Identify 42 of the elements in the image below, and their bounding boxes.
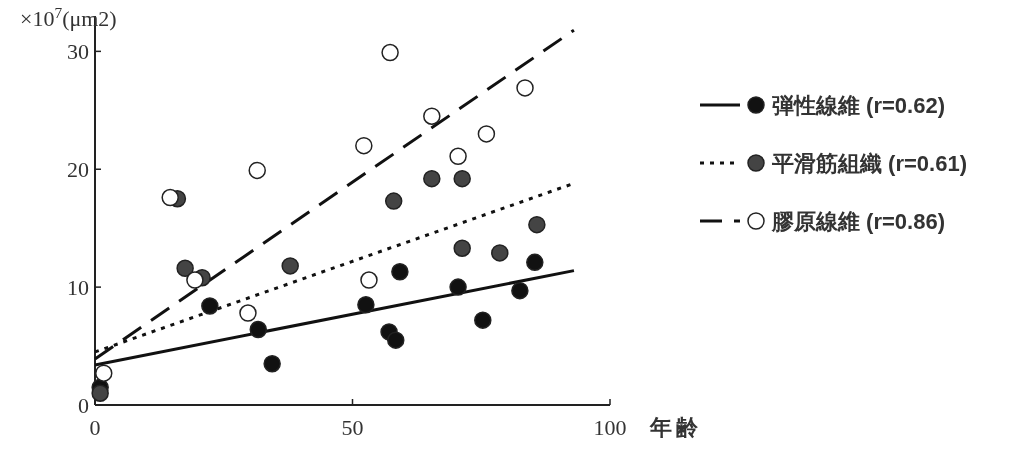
point	[423, 169, 441, 188]
x-axis-title: 年齢	[649, 415, 702, 440]
x-tick-label: 100	[593, 415, 627, 440]
point	[91, 384, 109, 402]
point	[477, 125, 496, 143]
point	[474, 311, 492, 329]
x-tick-label: 50	[341, 415, 364, 440]
point	[186, 271, 204, 289]
point	[453, 169, 471, 188]
point	[384, 192, 403, 210]
point	[201, 297, 219, 315]
point	[449, 278, 467, 296]
point	[526, 253, 544, 272]
point	[453, 239, 471, 257]
point	[391, 263, 409, 281]
y-tick-label: 30	[67, 39, 89, 65]
point	[387, 331, 405, 349]
y-tick-label: 10	[67, 275, 89, 301]
point	[249, 320, 268, 339]
point	[360, 271, 378, 289]
point	[281, 257, 299, 275]
point	[248, 161, 266, 180]
point	[357, 296, 375, 314]
y-axis-title: ×10$^{7}$(μm2)	[20, 3, 117, 31]
y-tick-label: 0	[78, 393, 89, 418]
point	[95, 364, 113, 382]
point	[239, 304, 257, 322]
legend-label: 弾性線維 (r=0.62)	[772, 93, 945, 118]
legend-label: 平滑筋組織 (r=0.61)	[771, 151, 967, 176]
point	[516, 79, 534, 97]
point	[528, 215, 546, 234]
point	[423, 107, 441, 125]
point	[491, 244, 509, 262]
point	[176, 259, 194, 278]
point	[511, 281, 529, 300]
y-tick-label: 20	[67, 157, 89, 183]
point	[381, 43, 399, 62]
point	[355, 136, 373, 155]
point	[449, 147, 467, 166]
point	[161, 188, 179, 207]
legend-label: 膠原線維 (r=0.86)	[771, 209, 945, 234]
point	[263, 354, 281, 373]
